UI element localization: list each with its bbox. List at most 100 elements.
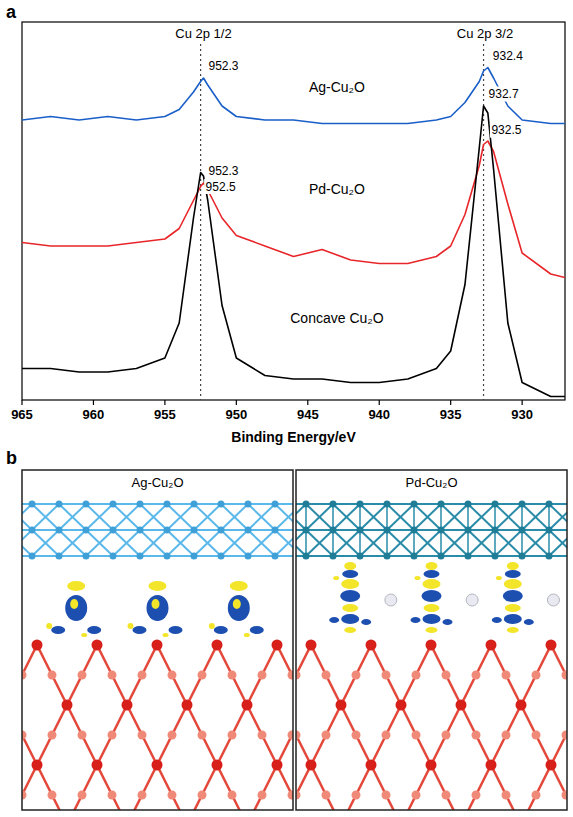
metal-bond xyxy=(194,504,221,530)
metal-atom xyxy=(330,553,337,560)
metal-atom xyxy=(110,501,117,508)
cu-atom xyxy=(412,671,421,680)
charge-depletion xyxy=(169,626,183,634)
cu-atom xyxy=(228,671,237,680)
cu-o-bond xyxy=(217,765,247,810)
charge-depletion xyxy=(504,614,522,624)
metal-atom xyxy=(465,553,472,560)
metal-atom xyxy=(330,527,337,534)
metal-atom xyxy=(492,553,499,560)
cu-atom xyxy=(562,731,568,740)
panel-frame xyxy=(22,470,293,810)
cu-atom xyxy=(472,671,481,680)
metal-bond xyxy=(468,530,495,556)
charge-accumulation xyxy=(333,576,339,580)
cu-o-bond xyxy=(371,765,401,810)
metal-bond xyxy=(59,504,86,530)
data-lines xyxy=(22,68,565,397)
charge-accumulation xyxy=(244,633,250,637)
h-atom xyxy=(466,594,478,606)
charge-accumulation xyxy=(149,581,167,591)
metal-bond xyxy=(194,504,221,530)
metal-atom xyxy=(29,501,36,508)
structure-panel: Ag-Cu₂O xyxy=(0,470,397,817)
cu-atom xyxy=(382,671,391,680)
metal-atom xyxy=(137,553,144,560)
x-tick-label: 945 xyxy=(297,407,319,422)
cu-o-bond xyxy=(127,645,157,705)
o-atom xyxy=(486,640,497,651)
cu-o-bond xyxy=(22,645,37,705)
x-tick xyxy=(93,400,94,405)
metal-bond xyxy=(413,530,415,556)
peak-value-label: 952.3 xyxy=(208,59,238,73)
metal-bond xyxy=(221,530,248,556)
metal-bond xyxy=(468,504,495,530)
cu-atom xyxy=(472,731,481,740)
cu-o-bond xyxy=(371,705,401,765)
cu-atom xyxy=(562,791,568,800)
o-atom xyxy=(546,760,557,771)
metal-bond xyxy=(113,504,140,530)
cu-o-bond xyxy=(311,645,341,705)
charge-accumulation xyxy=(163,633,169,637)
x-tick xyxy=(379,400,380,405)
cu-atom xyxy=(322,671,331,680)
metal-atom xyxy=(272,553,279,560)
metal-bond xyxy=(333,504,360,530)
cu-atom xyxy=(442,731,451,740)
metal-bond xyxy=(441,504,468,530)
cu-o-bond xyxy=(521,705,551,765)
metal-bond xyxy=(468,504,495,530)
charge-accumulation xyxy=(233,599,241,609)
cu-o-bond xyxy=(431,645,461,705)
metal-bond xyxy=(296,529,567,531)
structure-panel: Pd-Cu₂O xyxy=(221,470,573,817)
metal-bond xyxy=(522,530,549,556)
o-atom xyxy=(92,640,103,651)
metal-atom xyxy=(438,527,445,534)
o-atom xyxy=(212,760,223,771)
metal-bond xyxy=(113,504,140,530)
o-atom xyxy=(366,760,377,771)
metal-bond xyxy=(387,504,414,530)
metal-bond xyxy=(275,504,293,530)
plot-frame xyxy=(22,22,565,400)
charge-depletion xyxy=(65,595,87,621)
metal-bond xyxy=(167,504,194,530)
cu-o-bond xyxy=(22,705,37,765)
metal-bond xyxy=(549,530,567,556)
cu-atom xyxy=(78,671,87,680)
x-tick xyxy=(522,400,523,405)
o-atom xyxy=(486,760,497,771)
metal-bond xyxy=(248,530,275,556)
cu-atom xyxy=(502,731,511,740)
metal-bond xyxy=(414,504,441,530)
cu-o-bond xyxy=(551,645,567,705)
cu-o-bond xyxy=(551,705,567,765)
metal-bond xyxy=(140,504,167,530)
metal-bond xyxy=(32,530,59,556)
label-patch xyxy=(204,179,237,194)
cu-o-bond xyxy=(491,765,521,810)
cu-atom xyxy=(288,731,294,740)
panel-frame xyxy=(296,470,567,810)
charge-depletion xyxy=(341,614,359,624)
metal-bond xyxy=(386,504,388,530)
cu-atom xyxy=(168,791,177,800)
cu-o-bond xyxy=(551,765,567,810)
metal-bond xyxy=(441,530,468,556)
metal-bond xyxy=(86,530,113,556)
label-patch xyxy=(490,123,523,138)
cu-atom xyxy=(198,671,207,680)
cu-o-bond xyxy=(37,765,67,810)
metal-bond xyxy=(440,530,442,556)
metal-bond xyxy=(467,530,469,556)
panel-label: b xyxy=(6,448,17,468)
metal-bond xyxy=(275,504,293,530)
cu-atom xyxy=(78,791,87,800)
cu-o-bond xyxy=(461,645,491,705)
metal-atom xyxy=(191,527,198,534)
charge-accumulation xyxy=(424,604,440,612)
o-atom xyxy=(182,700,193,711)
